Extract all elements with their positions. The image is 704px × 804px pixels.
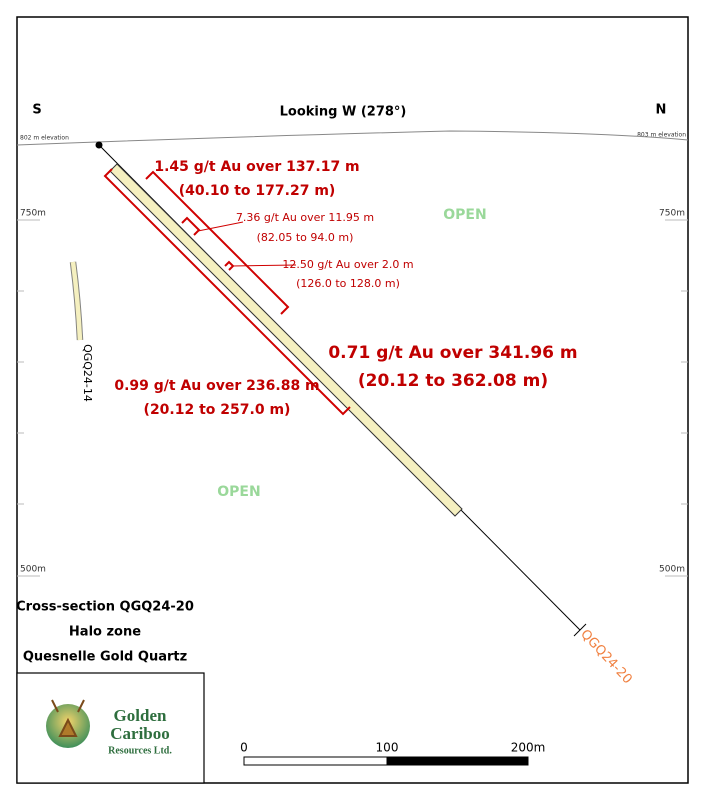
intercept-grade: 7.36 g/t Au over 11.95 m [236, 211, 374, 224]
elevation-label: 750m [659, 209, 685, 219]
intercept-brackets [103, 168, 351, 416]
intercept-grade: 0.99 g/t Au over 236.88 m [114, 378, 319, 394]
elevation-label: 750m [20, 209, 46, 219]
scale-label: 200m [511, 741, 546, 755]
intercept-interval: (20.12 to 362.08 m) [358, 371, 548, 391]
logo-text: Golden [114, 706, 167, 725]
elevation-note: 803 m elevation [637, 132, 686, 139]
caption: Quesnelle Gold Quartz [23, 650, 187, 665]
caption: Cross-section QGQ24-20 [16, 600, 194, 615]
intercept-grade: 0.71 g/t Au over 341.96 m [328, 343, 577, 363]
intercept-interval: (126.0 to 128.0 m) [296, 277, 400, 290]
caption: Halo zone [69, 625, 141, 640]
logo-text: Cariboo [110, 724, 170, 743]
scale-segment [386, 756, 529, 766]
collar [95, 141, 103, 149]
leader-lines [197, 221, 297, 267]
scale-label: 100 [376, 741, 399, 755]
logo-elk [51, 699, 85, 737]
topography [16, 130, 689, 146]
hole-14-fill [70, 261, 83, 341]
intercept-interval: (82.05 to 94.0 m) [257, 231, 354, 244]
view-title: Looking W (278°) [280, 105, 407, 120]
elevation-label: 500m [659, 565, 685, 575]
elevation-ticks [17, 219, 688, 577]
logo-text: Resources Ltd. [108, 745, 172, 756]
hole-end [573, 623, 587, 637]
hole-label: QGQ24-14 [81, 344, 94, 402]
intercept-grade: 12.50 g/t Au over 2.0 m [282, 258, 413, 271]
intercept-interval: (40.10 to 177.27 m) [179, 183, 336, 199]
south-label: S [32, 103, 41, 118]
north-label: N [656, 103, 667, 118]
elevation-note: 802 m elevation [20, 135, 69, 142]
frame [16, 16, 689, 784]
mineralized-zone [109, 163, 463, 517]
elevation-label: 500m [20, 565, 46, 575]
intercept-interval: (20.12 to 257.0 m) [144, 402, 291, 418]
open-label: OPEN [443, 207, 486, 223]
hole-label: QGQ24-20 [577, 627, 635, 687]
scale-segment [243, 756, 388, 766]
scale-label: 0 [240, 741, 248, 755]
open-label: OPEN [217, 484, 260, 500]
intercept-grade: 1.45 g/t Au over 137.17 m [154, 159, 359, 175]
